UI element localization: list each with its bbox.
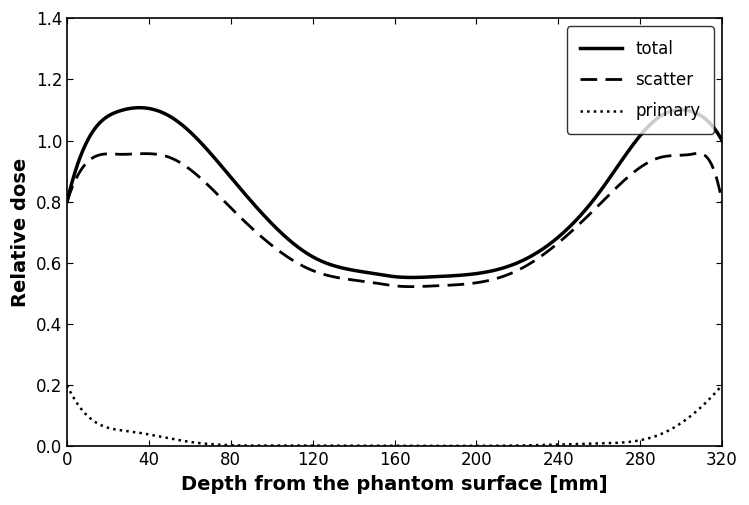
scatter — [407, 284, 416, 290]
primary — [351, 443, 360, 449]
Line: primary: primary — [67, 385, 722, 446]
primary — [327, 442, 336, 448]
total — [352, 268, 361, 274]
primary — [513, 442, 522, 448]
scatter — [694, 150, 703, 157]
total — [62, 198, 71, 205]
total — [130, 105, 139, 111]
primary — [574, 441, 583, 447]
total — [407, 274, 416, 280]
X-axis label: Depth from the phantom surface [mm]: Depth from the phantom surface [mm] — [181, 475, 608, 494]
total — [718, 137, 727, 143]
scatter — [513, 268, 522, 274]
Legend: total, scatter, primary: total, scatter, primary — [567, 26, 714, 134]
total — [574, 214, 583, 220]
primary — [718, 382, 727, 388]
primary — [586, 440, 595, 446]
scatter — [130, 151, 139, 157]
scatter — [574, 222, 583, 228]
primary — [62, 382, 71, 388]
primary — [431, 443, 440, 449]
total — [328, 262, 337, 268]
scatter — [351, 277, 360, 283]
total — [586, 200, 595, 206]
total — [514, 260, 523, 266]
scatter — [62, 198, 71, 205]
scatter — [718, 198, 727, 205]
scatter — [327, 273, 336, 279]
primary — [130, 429, 139, 435]
Line: scatter: scatter — [67, 154, 722, 287]
Line: total: total — [67, 108, 722, 277]
total — [135, 105, 144, 111]
Y-axis label: Relative dose: Relative dose — [11, 158, 30, 307]
scatter — [586, 211, 595, 217]
